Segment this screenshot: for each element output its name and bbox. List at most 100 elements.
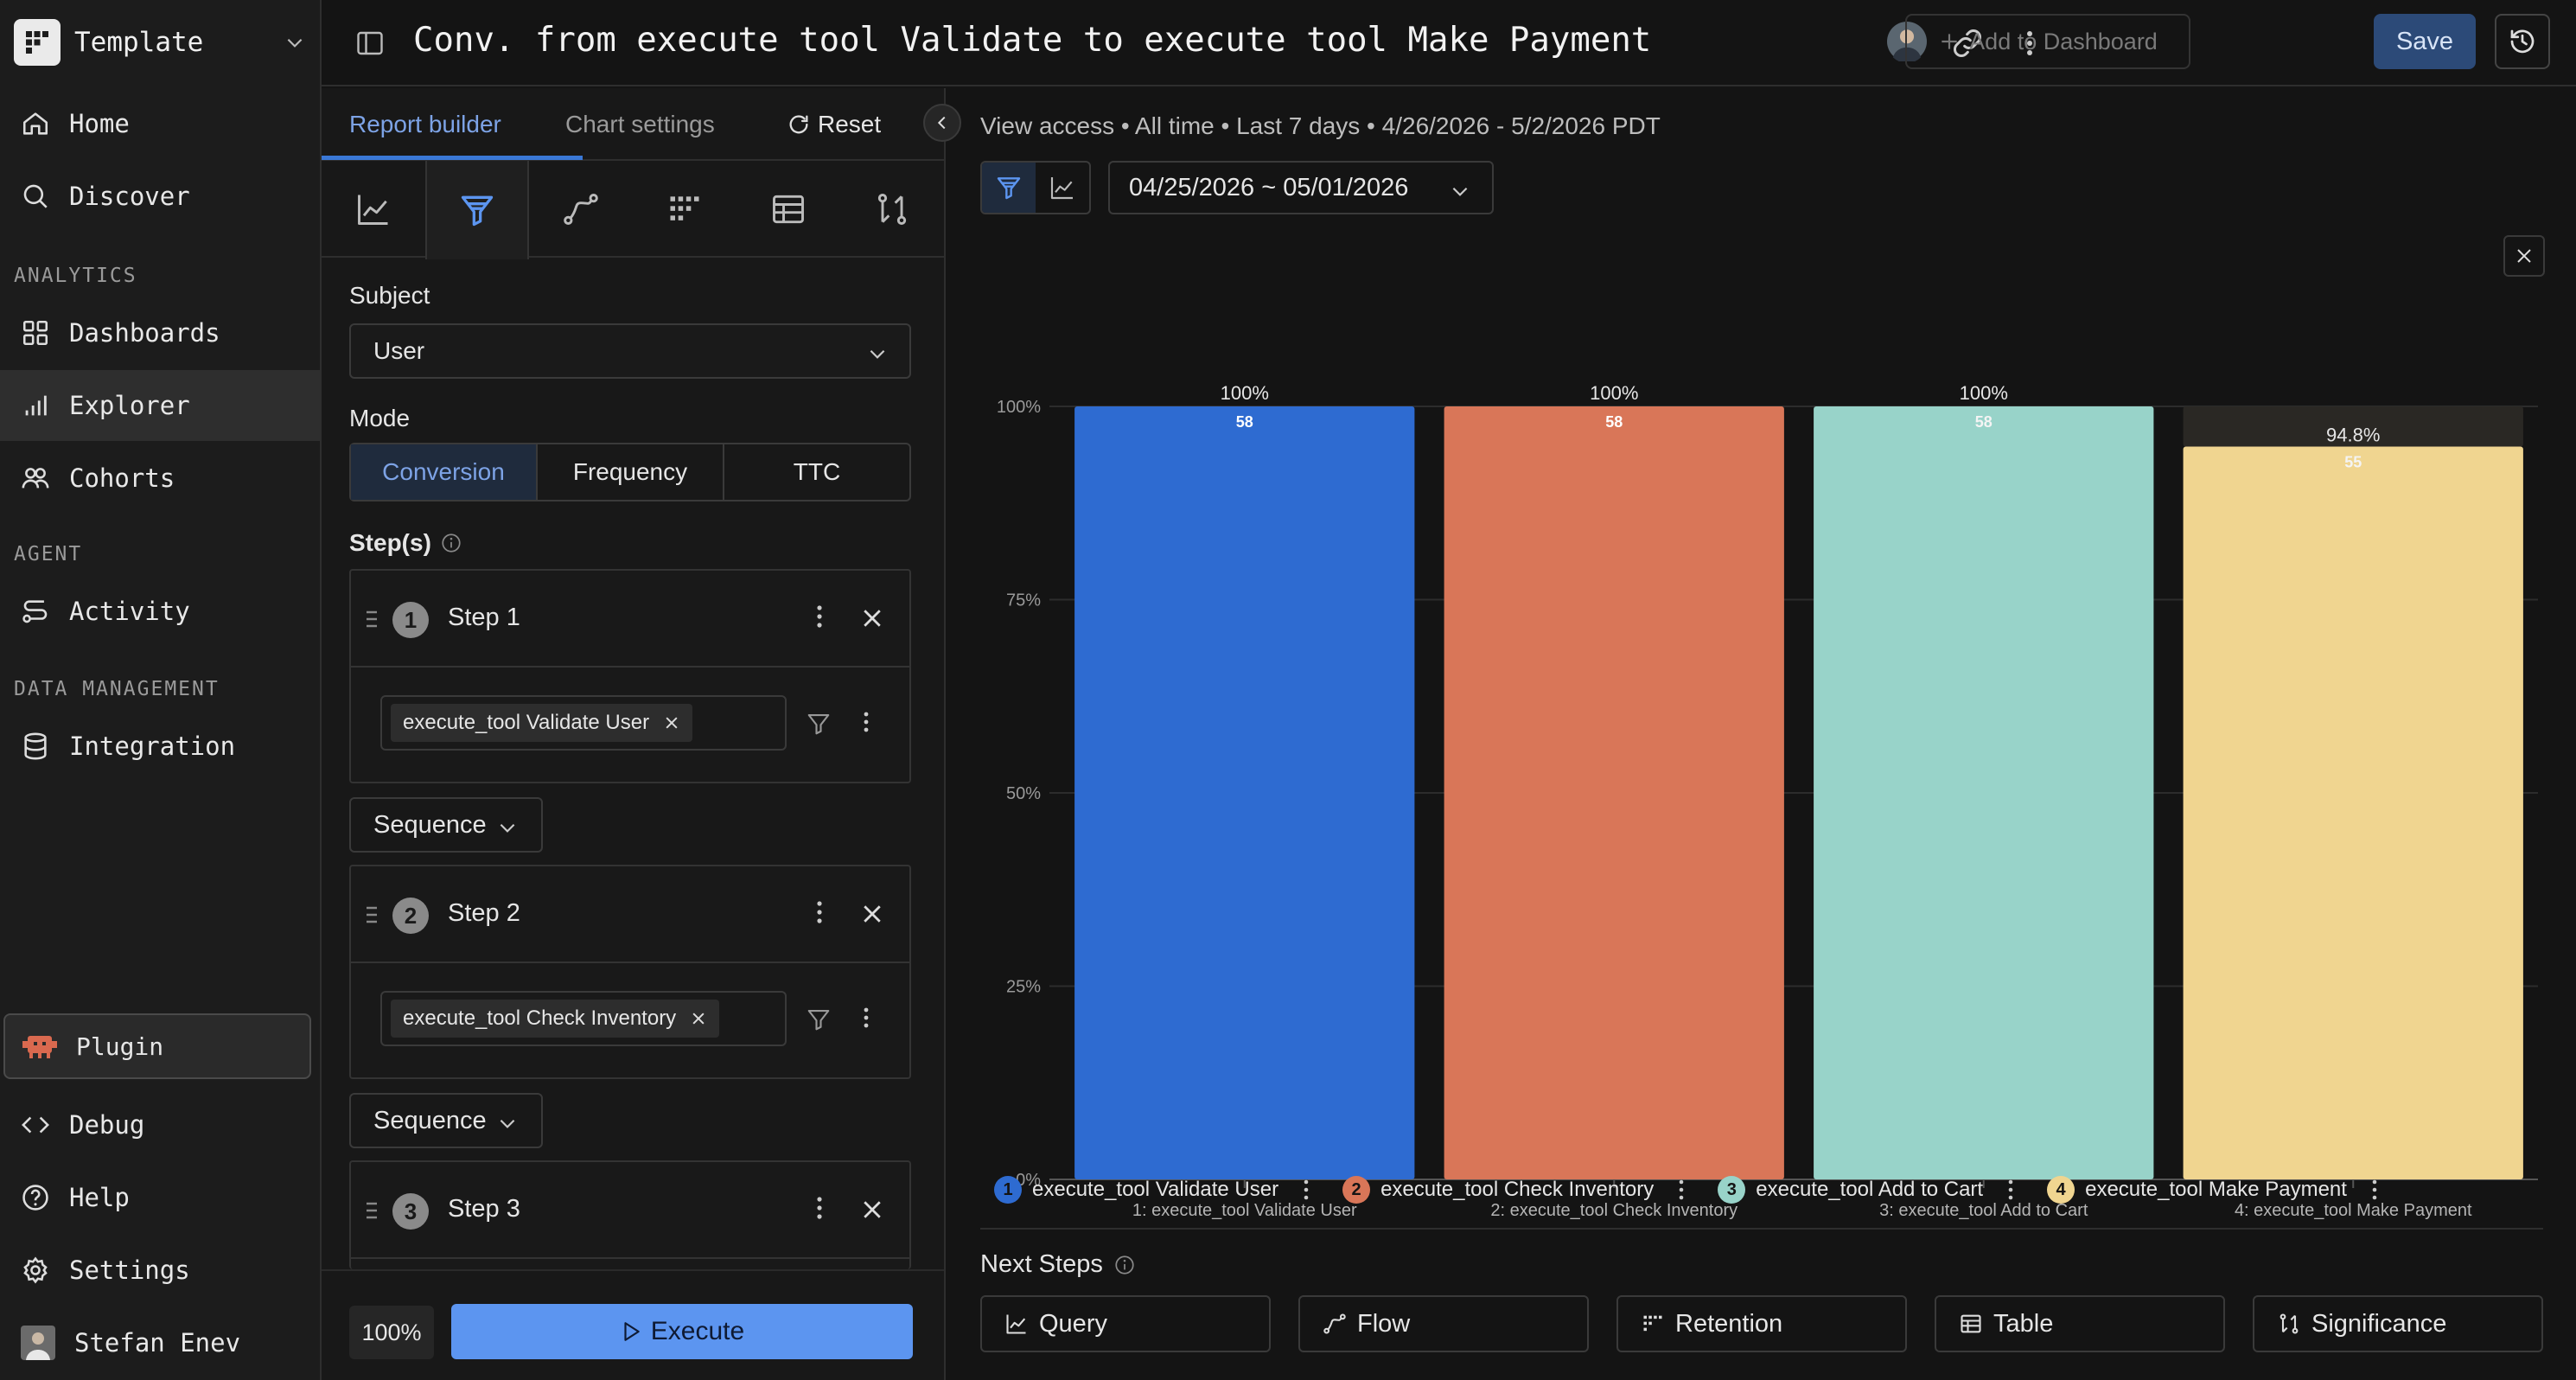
tab-chart-settings[interactable]: Chart settings — [565, 111, 715, 137]
next-step-table[interactable]: Table — [1935, 1295, 2225, 1352]
tab-funnel[interactable] — [425, 161, 529, 259]
report-title[interactable]: Conv. from execute tool Validate to exec… — [413, 21, 1652, 60]
legend-menu-icon[interactable] — [1303, 1179, 1310, 1201]
legend-menu-icon[interactable] — [2007, 1179, 2014, 1201]
tab-retention[interactable] — [633, 161, 736, 258]
step-menu-icon[interactable] — [816, 898, 823, 927]
close-icon[interactable] — [663, 714, 680, 732]
workspace-switcher[interactable]: Template — [14, 16, 308, 69]
funnel-bar — [1074, 406, 1415, 1179]
legend-menu-icon[interactable] — [2371, 1179, 2378, 1201]
nav-dashboards[interactable]: Dashboards — [0, 297, 320, 368]
step-name[interactable]: Step 1 — [448, 604, 520, 631]
reset-button[interactable]: Reset — [787, 111, 881, 138]
remove-step-icon[interactable] — [859, 1197, 885, 1223]
next-step-flow[interactable]: Flow — [1298, 1295, 1589, 1352]
step-card-1: 1 Step 1 execute_tool Validate User — [349, 569, 911, 783]
tab-report-builder[interactable]: Report builder — [349, 111, 501, 137]
plus-icon — [1942, 34, 1957, 49]
nav-integration[interactable]: Integration — [0, 711, 320, 782]
subject-label: Subject — [349, 282, 430, 309]
drag-handle-icon[interactable] — [365, 607, 379, 631]
zoom-level[interactable]: 100% — [349, 1306, 434, 1359]
legend-item-1[interactable]: 1 execute_tool Validate User — [994, 1176, 1342, 1204]
nav-cohorts[interactable]: Cohorts — [0, 443, 320, 514]
drag-handle-icon[interactable] — [365, 903, 379, 927]
step-number-badge: 3 — [392, 1193, 429, 1230]
event-chip: execute_tool Check Inventory — [391, 1000, 720, 1038]
remove-step-icon[interactable] — [859, 605, 885, 631]
event-selector[interactable]: execute_tool Validate User — [380, 695, 787, 751]
subject-select[interactable]: User — [349, 323, 911, 379]
execute-button[interactable]: Execute — [451, 1304, 913, 1359]
tab-divider — [322, 159, 944, 161]
owner-avatar[interactable] — [1884, 19, 1929, 64]
dashboard-icon — [22, 320, 48, 346]
step-name[interactable]: Step 2 — [448, 899, 520, 927]
nav-label: Home — [69, 109, 130, 138]
legend-menu-icon[interactable] — [1678, 1179, 1685, 1201]
remove-step-icon[interactable] — [859, 901, 885, 927]
legend-label: execute_tool Validate User — [1032, 1178, 1279, 1201]
tab-significance[interactable] — [840, 161, 944, 258]
drag-handle-icon[interactable] — [365, 1198, 379, 1223]
y-tick-label: 75% — [1006, 591, 1041, 610]
nav-explorer[interactable]: Explorer — [0, 370, 320, 441]
plugin-button[interactable]: Plugin — [3, 1013, 311, 1079]
copy-link-button[interactable] — [1947, 22, 1988, 64]
bar-percent-label: 100% — [1590, 382, 1638, 404]
tab-flow[interactable] — [529, 161, 633, 258]
step-menu-icon[interactable] — [816, 1193, 823, 1223]
save-button[interactable]: Save — [2374, 14, 2476, 69]
line-chart-icon — [1050, 177, 1073, 200]
legend-item-4[interactable]: 4 execute_tool Make Payment — [2047, 1176, 2411, 1204]
step-number-badge: 2 — [392, 898, 429, 934]
legend-item-2[interactable]: 2 execute_tool Check Inventory — [1342, 1176, 1718, 1204]
nav-activity[interactable]: Activity — [0, 576, 320, 647]
close-icon[interactable] — [690, 1010, 707, 1027]
sequence-select[interactable]: Sequence — [349, 1093, 543, 1148]
collapse-panel-button[interactable] — [923, 104, 961, 142]
step-name[interactable]: Step 3 — [448, 1195, 520, 1223]
nav-discover[interactable]: Discover — [0, 161, 320, 232]
mode-frequency[interactable]: Frequency — [538, 444, 724, 500]
mode-ttc[interactable]: TTC — [793, 458, 841, 485]
close-icon — [2517, 249, 2531, 263]
close-chart-button[interactable] — [2503, 235, 2545, 277]
sequence-select[interactable]: Sequence — [349, 797, 543, 853]
step-menu-icon[interactable] — [816, 602, 823, 631]
next-step-significance[interactable]: Significance — [2253, 1295, 2543, 1352]
nav-help[interactable]: Help — [0, 1162, 320, 1233]
nav-home[interactable]: Home — [0, 88, 320, 159]
y-tick-label: 100% — [997, 398, 1041, 417]
bar-percent-label: 100% — [1960, 382, 2008, 404]
legend-item-3[interactable]: 3 execute_tool Add to Cart — [1718, 1176, 2047, 1204]
event-menu-icon[interactable] — [863, 1005, 870, 1031]
chevron-down-icon — [284, 31, 306, 54]
next-step-retention[interactable]: Retention — [1616, 1295, 1907, 1352]
step-number-badge: 1 — [392, 602, 429, 638]
filter-icon[interactable] — [806, 1006, 832, 1032]
next-step-query[interactable]: Query — [980, 1295, 1271, 1352]
nav-profile[interactable]: Stefan Enev — [0, 1307, 320, 1378]
flow-icon — [564, 194, 598, 225]
date-range-picker[interactable]: 04/25/2026 ~ 05/01/2026 — [1108, 161, 1494, 214]
more-options-button[interactable] — [2016, 22, 2044, 64]
tab-insights[interactable] — [322, 161, 425, 258]
bar-percent-label: 94.8% — [2326, 424, 2380, 445]
event-chip: execute_tool Validate User — [391, 704, 693, 742]
toggle-sidebar-button[interactable] — [351, 24, 389, 62]
event-menu-icon[interactable] — [863, 709, 870, 735]
trend-view-button[interactable] — [1036, 163, 1089, 213]
add-to-dashboard-button[interactable]: Add to Dashboard — [1905, 14, 2190, 69]
funnel-view-button[interactable] — [982, 163, 1036, 213]
section-analytics: ANALYTICS — [14, 265, 137, 287]
mode-conversion[interactable]: Conversion — [351, 444, 538, 500]
nav-settings[interactable]: Settings — [0, 1235, 320, 1306]
dropoff-area — [2183, 406, 2523, 447]
history-button[interactable] — [2495, 14, 2550, 69]
tab-table[interactable] — [736, 161, 840, 258]
event-selector[interactable]: execute_tool Check Inventory — [380, 991, 787, 1046]
filter-icon[interactable] — [806, 711, 832, 737]
nav-debug[interactable]: Debug — [0, 1089, 320, 1160]
